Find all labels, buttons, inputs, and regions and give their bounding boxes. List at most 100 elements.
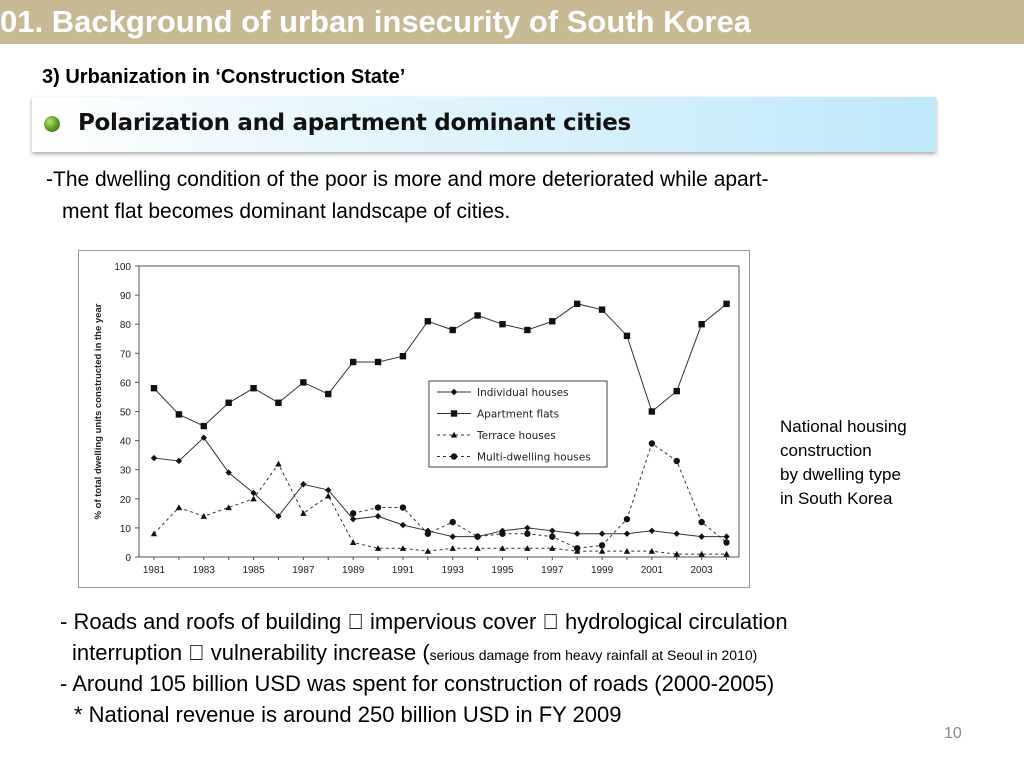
data-point-apartment-flats — [250, 385, 257, 392]
data-point-apartment-flats — [474, 312, 481, 319]
legend-marker-apartment-flats — [450, 410, 458, 417]
data-point-multi-dwelling-houses — [449, 518, 456, 526]
intro-line-1: -The dwelling condition of the poor is m… — [46, 168, 769, 191]
data-point-apartment-flats — [300, 379, 307, 386]
data-point-apartment-flats — [623, 332, 631, 340]
x-tick-label: 1995 — [491, 565, 514, 576]
subtitle-banner: Polarization and apartment dominant citi… — [32, 97, 936, 152]
x-tick-label: 1983 — [193, 565, 216, 576]
y-tick-label: 90 — [120, 291, 132, 302]
data-point-apartment-flats — [648, 408, 656, 415]
data-point-multi-dwelling-houses — [549, 533, 556, 540]
data-point-terrace-houses — [399, 545, 407, 551]
data-point-individual-houses — [549, 527, 556, 535]
data-point-apartment-flats — [325, 390, 332, 398]
data-point-individual-houses — [648, 527, 656, 535]
data-point-terrace-houses — [325, 492, 332, 499]
bullet-line-3: - Around 105 billion USD was spent for c… — [60, 671, 775, 696]
caption-line: by dwelling type — [780, 465, 901, 484]
data-point-individual-houses — [300, 481, 307, 488]
data-point-terrace-houses — [349, 539, 357, 546]
legend-label: Individual houses — [477, 387, 569, 399]
data-point-apartment-flats — [150, 385, 158, 392]
data-point-terrace-houses — [374, 545, 382, 551]
series-line-apartment-flats — [153, 303, 727, 427]
bullet-line-2-main: interruption  vulnerability increase ( — [72, 640, 430, 665]
data-point-terrace-houses — [524, 545, 531, 551]
data-point-terrace-houses — [175, 504, 183, 511]
data-point-apartment-flats — [424, 318, 432, 325]
data-point-apartment-flats — [275, 399, 282, 406]
data-point-apartment-flats — [399, 353, 407, 360]
data-point-terrace-houses — [449, 545, 456, 551]
data-point-multi-dwelling-houses — [424, 530, 432, 537]
x-tick-label: 1991 — [392, 565, 415, 576]
data-point-terrace-houses — [598, 547, 606, 554]
y-tick-label: 80 — [120, 320, 132, 331]
data-point-individual-houses — [225, 469, 232, 476]
data-point-individual-houses — [250, 489, 257, 497]
data-point-terrace-houses — [723, 550, 730, 557]
data-point-individual-houses — [200, 434, 207, 441]
caption-line: in South Korea — [780, 489, 893, 508]
page-number: 10 — [944, 725, 962, 742]
data-point-terrace-houses — [225, 504, 232, 511]
series-line-multi-dwelling-houses — [353, 442, 727, 549]
slide-title: 01. Background of urban insecurity of So… — [0, 4, 751, 39]
data-point-multi-dwelling-houses — [573, 545, 581, 552]
data-point-apartment-flats — [549, 318, 556, 325]
x-tick-label: 1985 — [242, 565, 265, 576]
data-point-multi-dwelling-houses — [474, 533, 481, 540]
data-point-apartment-flats — [723, 300, 730, 308]
data-point-terrace-houses — [648, 547, 656, 554]
data-point-terrace-houses — [549, 545, 556, 551]
data-point-apartment-flats — [598, 306, 606, 313]
y-tick-label: 10 — [120, 524, 132, 535]
legend-marker-individual-houses — [450, 388, 458, 396]
y-tick-label: 30 — [120, 466, 132, 477]
data-point-apartment-flats — [374, 358, 382, 366]
data-point-multi-dwelling-houses — [723, 539, 730, 546]
green-bullet-icon — [44, 116, 60, 132]
data-point-multi-dwelling-houses — [399, 504, 407, 511]
data-point-individual-houses — [573, 530, 581, 537]
legend-label: Apartment flats — [477, 409, 559, 421]
data-point-individual-houses — [673, 530, 680, 537]
legend-marker-multi-dwelling-houses — [450, 453, 458, 460]
y-axis-label: % of total dwelling units constructed in… — [93, 303, 104, 519]
data-point-individual-houses — [698, 533, 705, 540]
x-tick-label: 1989 — [342, 565, 365, 576]
bullet-line-2-note: serious damage from heavy rainfall at Se… — [407, 647, 758, 663]
data-point-apartment-flats — [499, 321, 506, 328]
data-point-terrace-houses — [673, 550, 680, 557]
data-point-apartment-flats — [673, 387, 680, 395]
data-point-terrace-houses — [499, 545, 506, 551]
y-tick-label: 60 — [120, 378, 132, 389]
x-tick-label: 2001 — [641, 565, 664, 576]
bullet-line-4: * National revenue is around 250 billion… — [74, 702, 622, 727]
housing-chart: 0 10 20 30 40 50 60 70 80 90 100 1981 1983 1985 1987 19… — [78, 250, 750, 588]
data-point-individual-houses — [275, 513, 282, 520]
data-point-multi-dwelling-houses — [648, 440, 656, 447]
y-tick-label: 20 — [120, 495, 132, 506]
data-point-individual-houses — [723, 533, 730, 540]
data-point-terrace-houses — [250, 495, 257, 502]
y-tick-label: 70 — [120, 349, 132, 360]
data-point-individual-houses — [325, 486, 332, 494]
data-point-apartment-flats — [449, 326, 456, 334]
intro-line-2: ment flat becomes dominant landscape of … — [62, 200, 511, 223]
data-point-individual-houses — [524, 524, 531, 532]
data-point-multi-dwelling-houses — [524, 530, 531, 537]
bullet-line-1: - Roads and roofs of building  impervio… — [60, 609, 788, 634]
data-point-terrace-houses — [150, 530, 158, 537]
legend-marker-terrace-houses — [450, 431, 458, 438]
data-point-individual-houses — [449, 533, 456, 540]
data-point-terrace-houses — [474, 545, 481, 551]
data-point-terrace-houses — [698, 550, 705, 557]
data-point-multi-dwelling-houses — [698, 518, 705, 526]
x-tick-label: 1993 — [442, 565, 465, 576]
x-tick-label: 1999 — [591, 565, 614, 576]
bullet-line-2: interruption  vulnerability increase (s… — [72, 640, 757, 666]
data-point-terrace-houses — [623, 547, 631, 554]
data-point-terrace-houses — [424, 547, 432, 554]
